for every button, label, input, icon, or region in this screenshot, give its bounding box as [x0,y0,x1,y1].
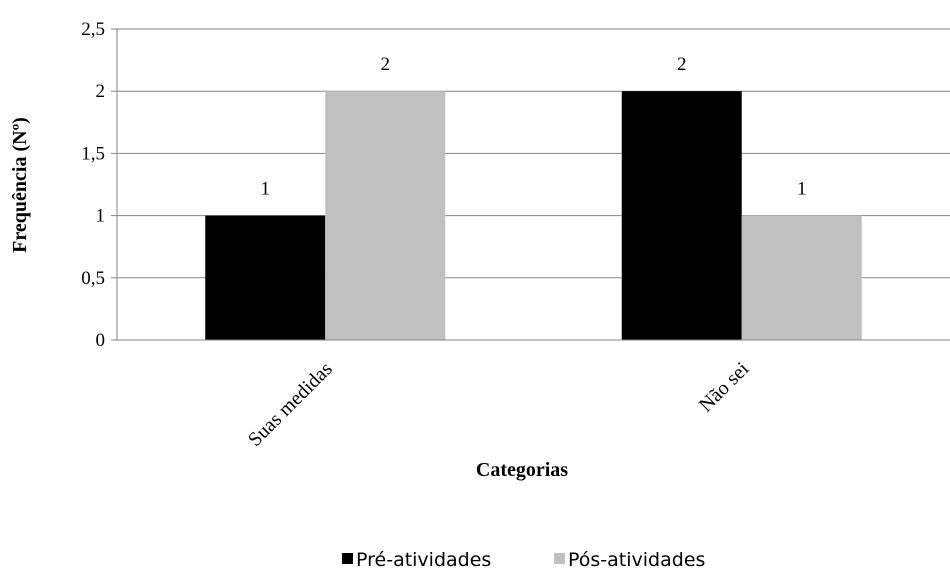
legend: Pré-atividades Pós-atividades [342,549,705,571]
y-axis-ticks: 0 0,5 1 1,5 2 2,5 [81,19,117,351]
y-tick-label: 1,5 [81,143,105,164]
data-label: 2 [677,54,687,75]
bar [205,215,326,340]
data-label: 1 [261,179,271,200]
y-tick-label: 2,5 [81,19,105,40]
bar [325,91,446,340]
data-label: 1 [797,179,807,200]
bar [621,91,742,340]
data-labels: 1 2 2 1 [261,54,807,199]
legend-label: Pré-atividades [356,549,491,571]
y-axis-title: Frequência (Nº) [9,117,31,253]
y-tick-label: 0 [96,330,106,351]
x-category-label: Não sei [695,358,754,417]
legend-label: Pós-atividades [568,549,705,571]
legend-swatch [342,553,353,564]
data-label: 2 [381,54,391,75]
x-axis-title: Categorias [476,459,568,481]
legend-swatch [554,553,565,564]
x-category-label: Suas medidas [244,358,337,451]
y-tick-label: 0,5 [81,268,105,289]
y-tick-label: 1 [96,206,106,227]
bar [741,215,862,340]
y-tick-label: 2 [96,81,106,102]
x-axis-categories: Suas medidas Não sei [244,358,754,451]
bars [205,91,862,340]
